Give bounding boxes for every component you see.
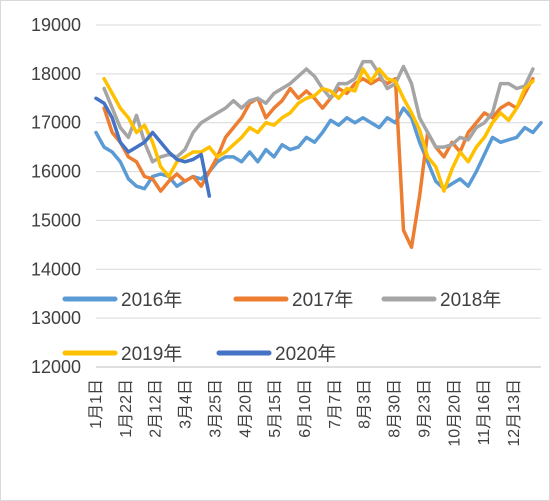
x-tick-label: 1月1日 (88, 379, 105, 429)
y-axis-tick-labels: 12000 13000 14000 15000 16000 17000 18000 19000 (31, 15, 81, 377)
x-tick-label: 3月4日 (178, 379, 195, 429)
legend-label: 2016年 (121, 289, 182, 311)
x-tick-label: 9月23日 (416, 379, 433, 438)
x-tick-label: 5月15日 (267, 379, 284, 438)
legend: 2016年 2017年 2018年 2019年 2020年 (62, 289, 501, 365)
x-axis-tick-labels: 1月1日 1月22日 2月12日 3月4日 3月25日 4月20日 5月15日 6月10日 7月… (88, 379, 523, 447)
series-line-5 (94, 96, 212, 198)
x-tick-label: 6月10日 (297, 379, 314, 438)
x-tick-label: 3月25日 (207, 379, 224, 438)
x-tick-label: 1月22日 (118, 379, 135, 438)
x-tick-label: 8月30日 (387, 379, 404, 438)
x-tick-label: 8月3日 (357, 379, 374, 429)
x-tick-label: 7月7日 (327, 379, 344, 429)
y-tick-label: 16000 (31, 162, 81, 182)
legend-label: 2017年 (292, 289, 353, 311)
series-line-2 (102, 76, 535, 250)
series-line-4 (102, 67, 535, 193)
y-tick-label: 18000 (31, 64, 81, 84)
series-line-3 (102, 59, 535, 164)
legend-label: 2018年 (440, 289, 501, 311)
legend-label: 2020年 (275, 343, 336, 365)
x-tick-label: 11月16日 (476, 379, 493, 445)
x-tick-label: 10月20日 (446, 379, 463, 447)
legend-label: 2019年 (121, 343, 182, 365)
y-tick-label: 19000 (31, 15, 81, 35)
x-tick-label: 2月12日 (148, 379, 165, 438)
y-tick-label: 17000 (31, 113, 81, 133)
series-lines (94, 59, 543, 250)
x-tick-label: 12月13日 (506, 379, 523, 447)
y-tick-label: 14000 (31, 259, 81, 279)
gridlines (96, 24, 541, 368)
y-tick-label: 13000 (31, 308, 81, 328)
y-tick-label: 12000 (31, 357, 81, 377)
y-tick-label: 15000 (31, 210, 81, 230)
x-tick-label: 4月20日 (237, 379, 254, 438)
